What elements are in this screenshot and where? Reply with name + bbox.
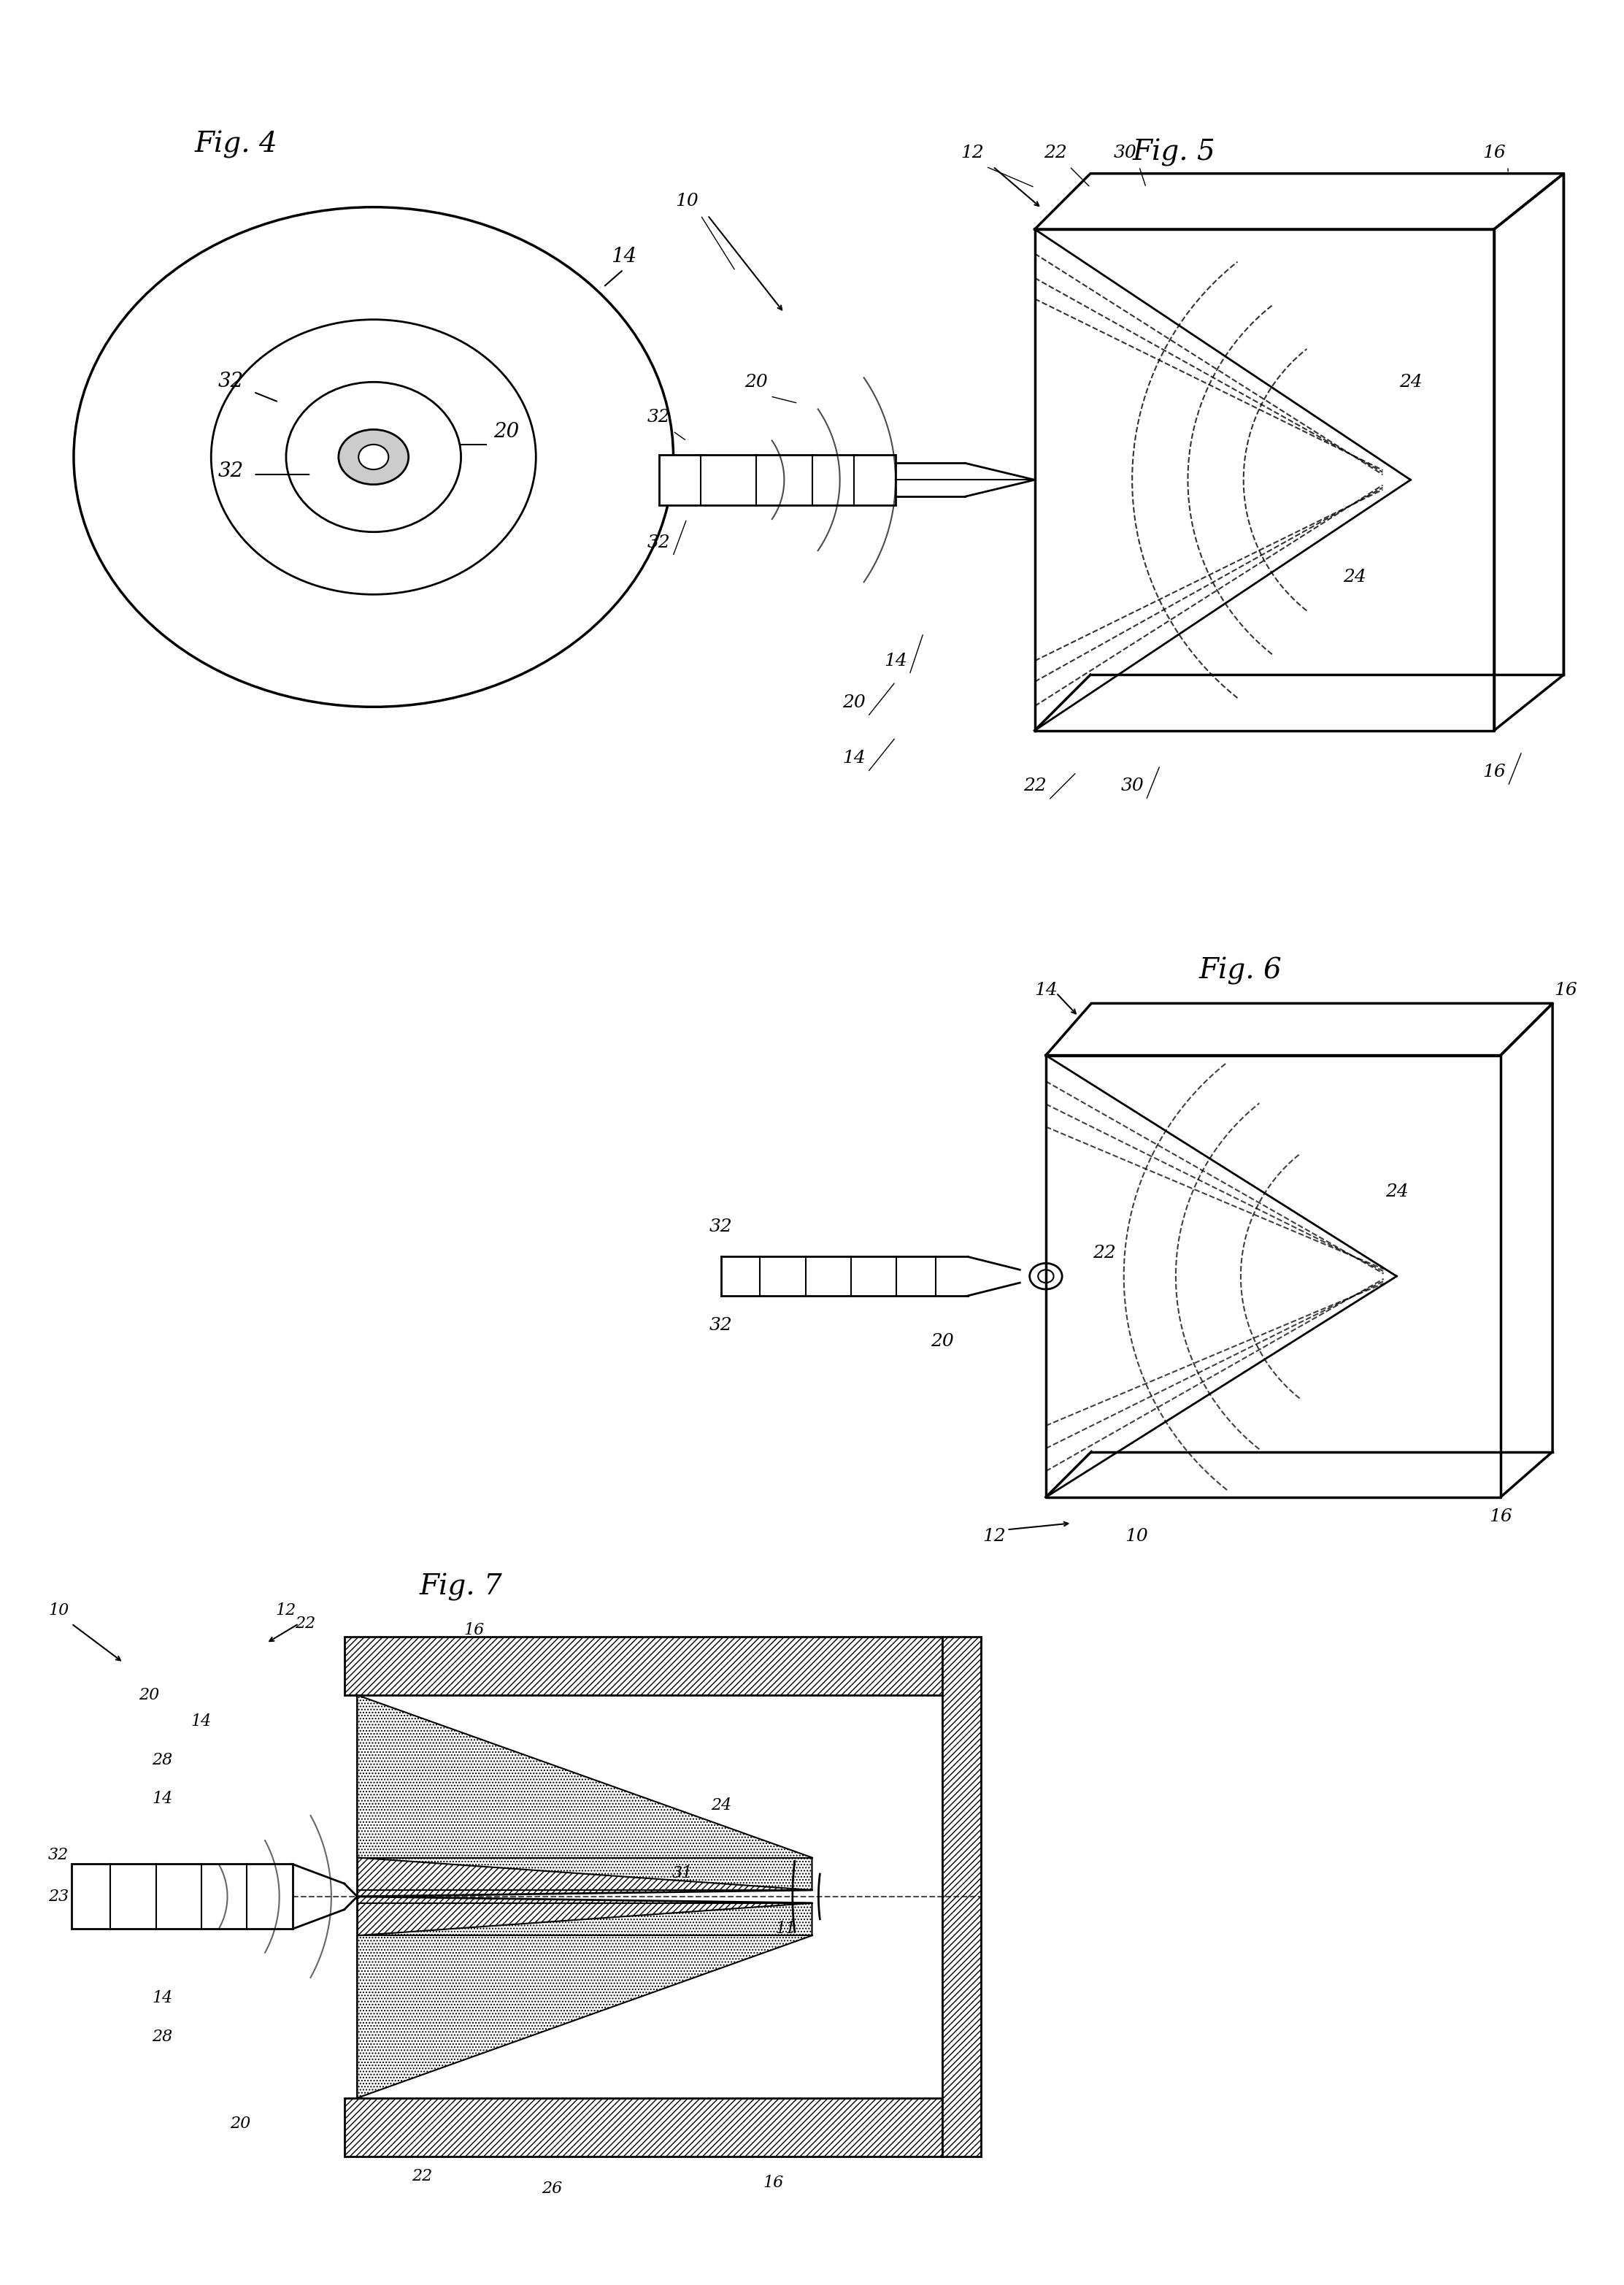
- Text: 20: 20: [843, 695, 866, 711]
- Ellipse shape: [359, 446, 388, 468]
- Polygon shape: [357, 1695, 812, 1897]
- Text: 30: 30: [1121, 777, 1143, 795]
- Text: 20: 20: [231, 2116, 250, 2132]
- Text: Fig. 7: Fig. 7: [419, 1574, 503, 1602]
- Text: 28: 28: [153, 1753, 172, 1769]
- Text: 10: 10: [49, 1602, 68, 1618]
- Polygon shape: [659, 455, 895, 505]
- Text: 30: 30: [1114, 144, 1137, 160]
- Polygon shape: [344, 1636, 942, 1695]
- Text: 24: 24: [1343, 569, 1366, 585]
- Text: Fig. 5: Fig. 5: [1132, 139, 1215, 167]
- Text: 16: 16: [1554, 983, 1577, 999]
- Text: 16: 16: [464, 1622, 484, 1638]
- Polygon shape: [357, 1897, 812, 2098]
- Text: 26: 26: [542, 2180, 562, 2196]
- Text: 22: 22: [412, 2168, 432, 2184]
- Text: 32: 32: [710, 1218, 732, 1236]
- Polygon shape: [357, 1695, 812, 1890]
- Polygon shape: [344, 2098, 942, 2157]
- Text: 24: 24: [1398, 375, 1423, 391]
- Text: 12: 12: [276, 1602, 296, 1618]
- Text: 22: 22: [296, 1615, 315, 1631]
- Polygon shape: [942, 1636, 981, 2157]
- Text: Fig. 4: Fig. 4: [195, 130, 278, 158]
- Text: 22: 22: [1023, 777, 1046, 795]
- Text: 31: 31: [672, 1865, 692, 1881]
- Text: 14: 14: [192, 1714, 211, 1730]
- Text: 20: 20: [745, 375, 768, 391]
- Text: 14: 14: [153, 1791, 172, 1807]
- Text: 32: 32: [648, 535, 671, 551]
- Text: 24: 24: [711, 1798, 731, 1814]
- Text: 32: 32: [710, 1316, 732, 1334]
- Text: 24: 24: [1385, 1184, 1408, 1200]
- Ellipse shape: [1038, 1270, 1054, 1282]
- Text: 32: 32: [218, 462, 244, 482]
- Text: 16: 16: [1483, 763, 1505, 781]
- Text: 28: 28: [153, 2029, 172, 2045]
- Text: 11: 11: [776, 1922, 796, 1938]
- Text: 14: 14: [883, 654, 908, 670]
- Text: 22: 22: [1044, 144, 1067, 160]
- Text: 23: 23: [49, 1887, 68, 1906]
- Text: 16: 16: [1483, 144, 1505, 160]
- Text: 20: 20: [494, 423, 520, 441]
- Text: 20: 20: [140, 1686, 159, 1702]
- Polygon shape: [71, 1865, 292, 1929]
- Text: 12: 12: [983, 1529, 1005, 1545]
- Text: 16: 16: [1489, 1508, 1512, 1524]
- Text: 10: 10: [1125, 1529, 1148, 1545]
- Polygon shape: [357, 1903, 812, 2098]
- Text: 22: 22: [1093, 1245, 1116, 1261]
- Text: 32: 32: [49, 1846, 68, 1862]
- Text: 32: 32: [648, 409, 671, 425]
- Text: 16: 16: [763, 2175, 783, 2191]
- Text: 14: 14: [611, 247, 637, 267]
- Text: 12: 12: [960, 144, 984, 160]
- Text: 14: 14: [1034, 983, 1057, 999]
- Ellipse shape: [338, 430, 409, 484]
- Text: 10: 10: [676, 192, 698, 210]
- Text: Fig. 6: Fig. 6: [1199, 957, 1283, 985]
- Text: 20: 20: [931, 1332, 953, 1350]
- Text: 14: 14: [843, 749, 866, 768]
- Text: 32: 32: [218, 372, 244, 391]
- Text: 14: 14: [153, 1990, 172, 2006]
